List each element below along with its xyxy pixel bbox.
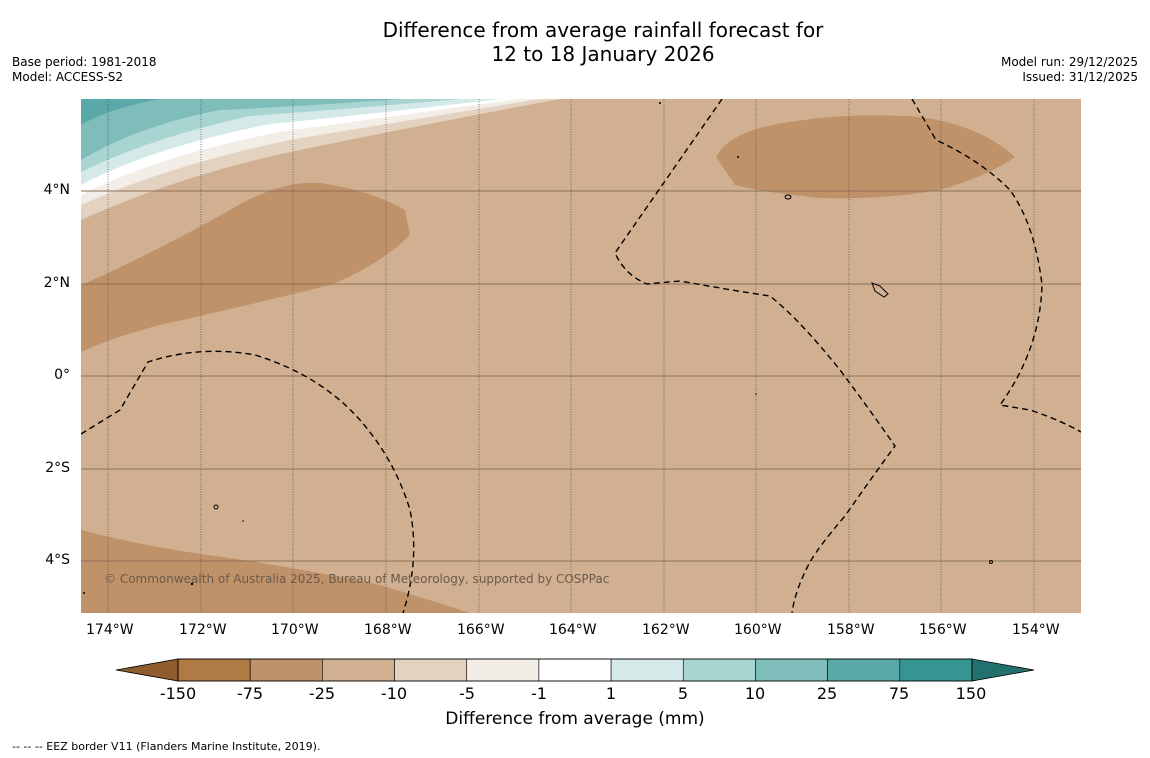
- field-plus25-band: [81, 99, 400, 160]
- colorbar-cell: [249, 658, 323, 682]
- title-line-1: Difference from average rainfall forecas…: [382, 18, 824, 42]
- colorbar-tick: 75: [888, 684, 910, 703]
- field-plus75-band: [81, 99, 160, 125]
- lon-label: 154°W: [1012, 622, 1060, 638]
- colorbar-cell: [755, 658, 828, 682]
- colorbar-cell: [899, 658, 973, 682]
- lat-label: 0°: [54, 367, 70, 383]
- lat-label: 4°S: [45, 552, 70, 568]
- lon-label: 164°W: [549, 622, 597, 638]
- issued-date: Issued: 31/12/2025: [1022, 70, 1138, 84]
- colorbar-title: Difference from average (mm): [445, 709, 705, 729]
- lon-label: 170°W: [271, 622, 319, 638]
- island-dots: [83, 102, 757, 594]
- colorbar-cell: [538, 658, 612, 682]
- meta-left: Base period: 1981-2018 Model: ACCESS-S2: [12, 55, 157, 85]
- lon-label: 162°W: [642, 622, 690, 638]
- parallels: [81, 190, 1081, 562]
- lon-label: 158°W: [827, 622, 875, 638]
- map-area: [81, 99, 1081, 613]
- lon-label: 172°W: [179, 622, 227, 638]
- colorbar-cells: [177, 658, 973, 682]
- colorbar: [115, 658, 1035, 682]
- colorbar-cell: [394, 658, 468, 682]
- colorbar-cell: [827, 658, 901, 682]
- copyright-notice: © Commonwealth of Australia 2025, Bureau…: [104, 572, 610, 586]
- model-run: Model run: 29/12/2025: [1000, 55, 1138, 69]
- colorbar-cell: [610, 658, 684, 682]
- colorbar-tick: 25: [816, 684, 838, 703]
- colorbar-tick: -75: [236, 684, 264, 703]
- colorbar-tick: 1: [605, 684, 617, 703]
- colorbar-tick: -5: [459, 684, 475, 703]
- colorbar-tick: 150: [955, 684, 987, 703]
- colorbar-tick: -150: [159, 684, 197, 703]
- eez-legend: -- -- -- EEZ border V11 (Flanders Marine…: [12, 740, 321, 753]
- lat-label: 4°N: [43, 182, 70, 198]
- lon-label: 156°W: [919, 622, 967, 638]
- dry-patch-northeast: [716, 115, 1015, 199]
- colorbar-tick: -1: [531, 684, 547, 703]
- dry-patch-west: [81, 182, 410, 352]
- colorbar-tick: -10: [380, 684, 408, 703]
- lon-label: 160°W: [734, 622, 782, 638]
- dry-patch-southwest: [81, 530, 470, 613]
- eez-borders: [81, 99, 1081, 613]
- lon-label: 168°W: [364, 622, 412, 638]
- islands: [213, 194, 993, 564]
- colorbar-tick: 5: [677, 684, 689, 703]
- colorbar-cell: [466, 658, 540, 682]
- colorbar-high-arrow: [972, 659, 1034, 681]
- lat-label: 2°S: [45, 460, 70, 476]
- colorbar-cell: [682, 658, 756, 682]
- colorbar-cell: [322, 658, 395, 682]
- meridians: [107, 99, 1035, 613]
- colorbar-low-arrow: [116, 659, 178, 681]
- base-period: Base period: 1981-2018: [12, 55, 157, 69]
- model-name: Model: ACCESS-S2: [12, 70, 124, 84]
- colorbar-tick: -25: [308, 684, 336, 703]
- lat-label: 2°N: [43, 275, 70, 291]
- lon-label: 166°W: [457, 622, 505, 638]
- title-line-2: 12 to 18 January 2026: [491, 42, 715, 66]
- map-title: Difference from average rainfall forecas…: [0, 18, 1150, 66]
- colorbar-tick: 10: [744, 684, 766, 703]
- colorbar-cell: [177, 658, 251, 682]
- meta-right: Model run: 29/12/2025 Issued: 31/12/2025: [1001, 55, 1138, 85]
- lon-label: 174°W: [86, 622, 134, 638]
